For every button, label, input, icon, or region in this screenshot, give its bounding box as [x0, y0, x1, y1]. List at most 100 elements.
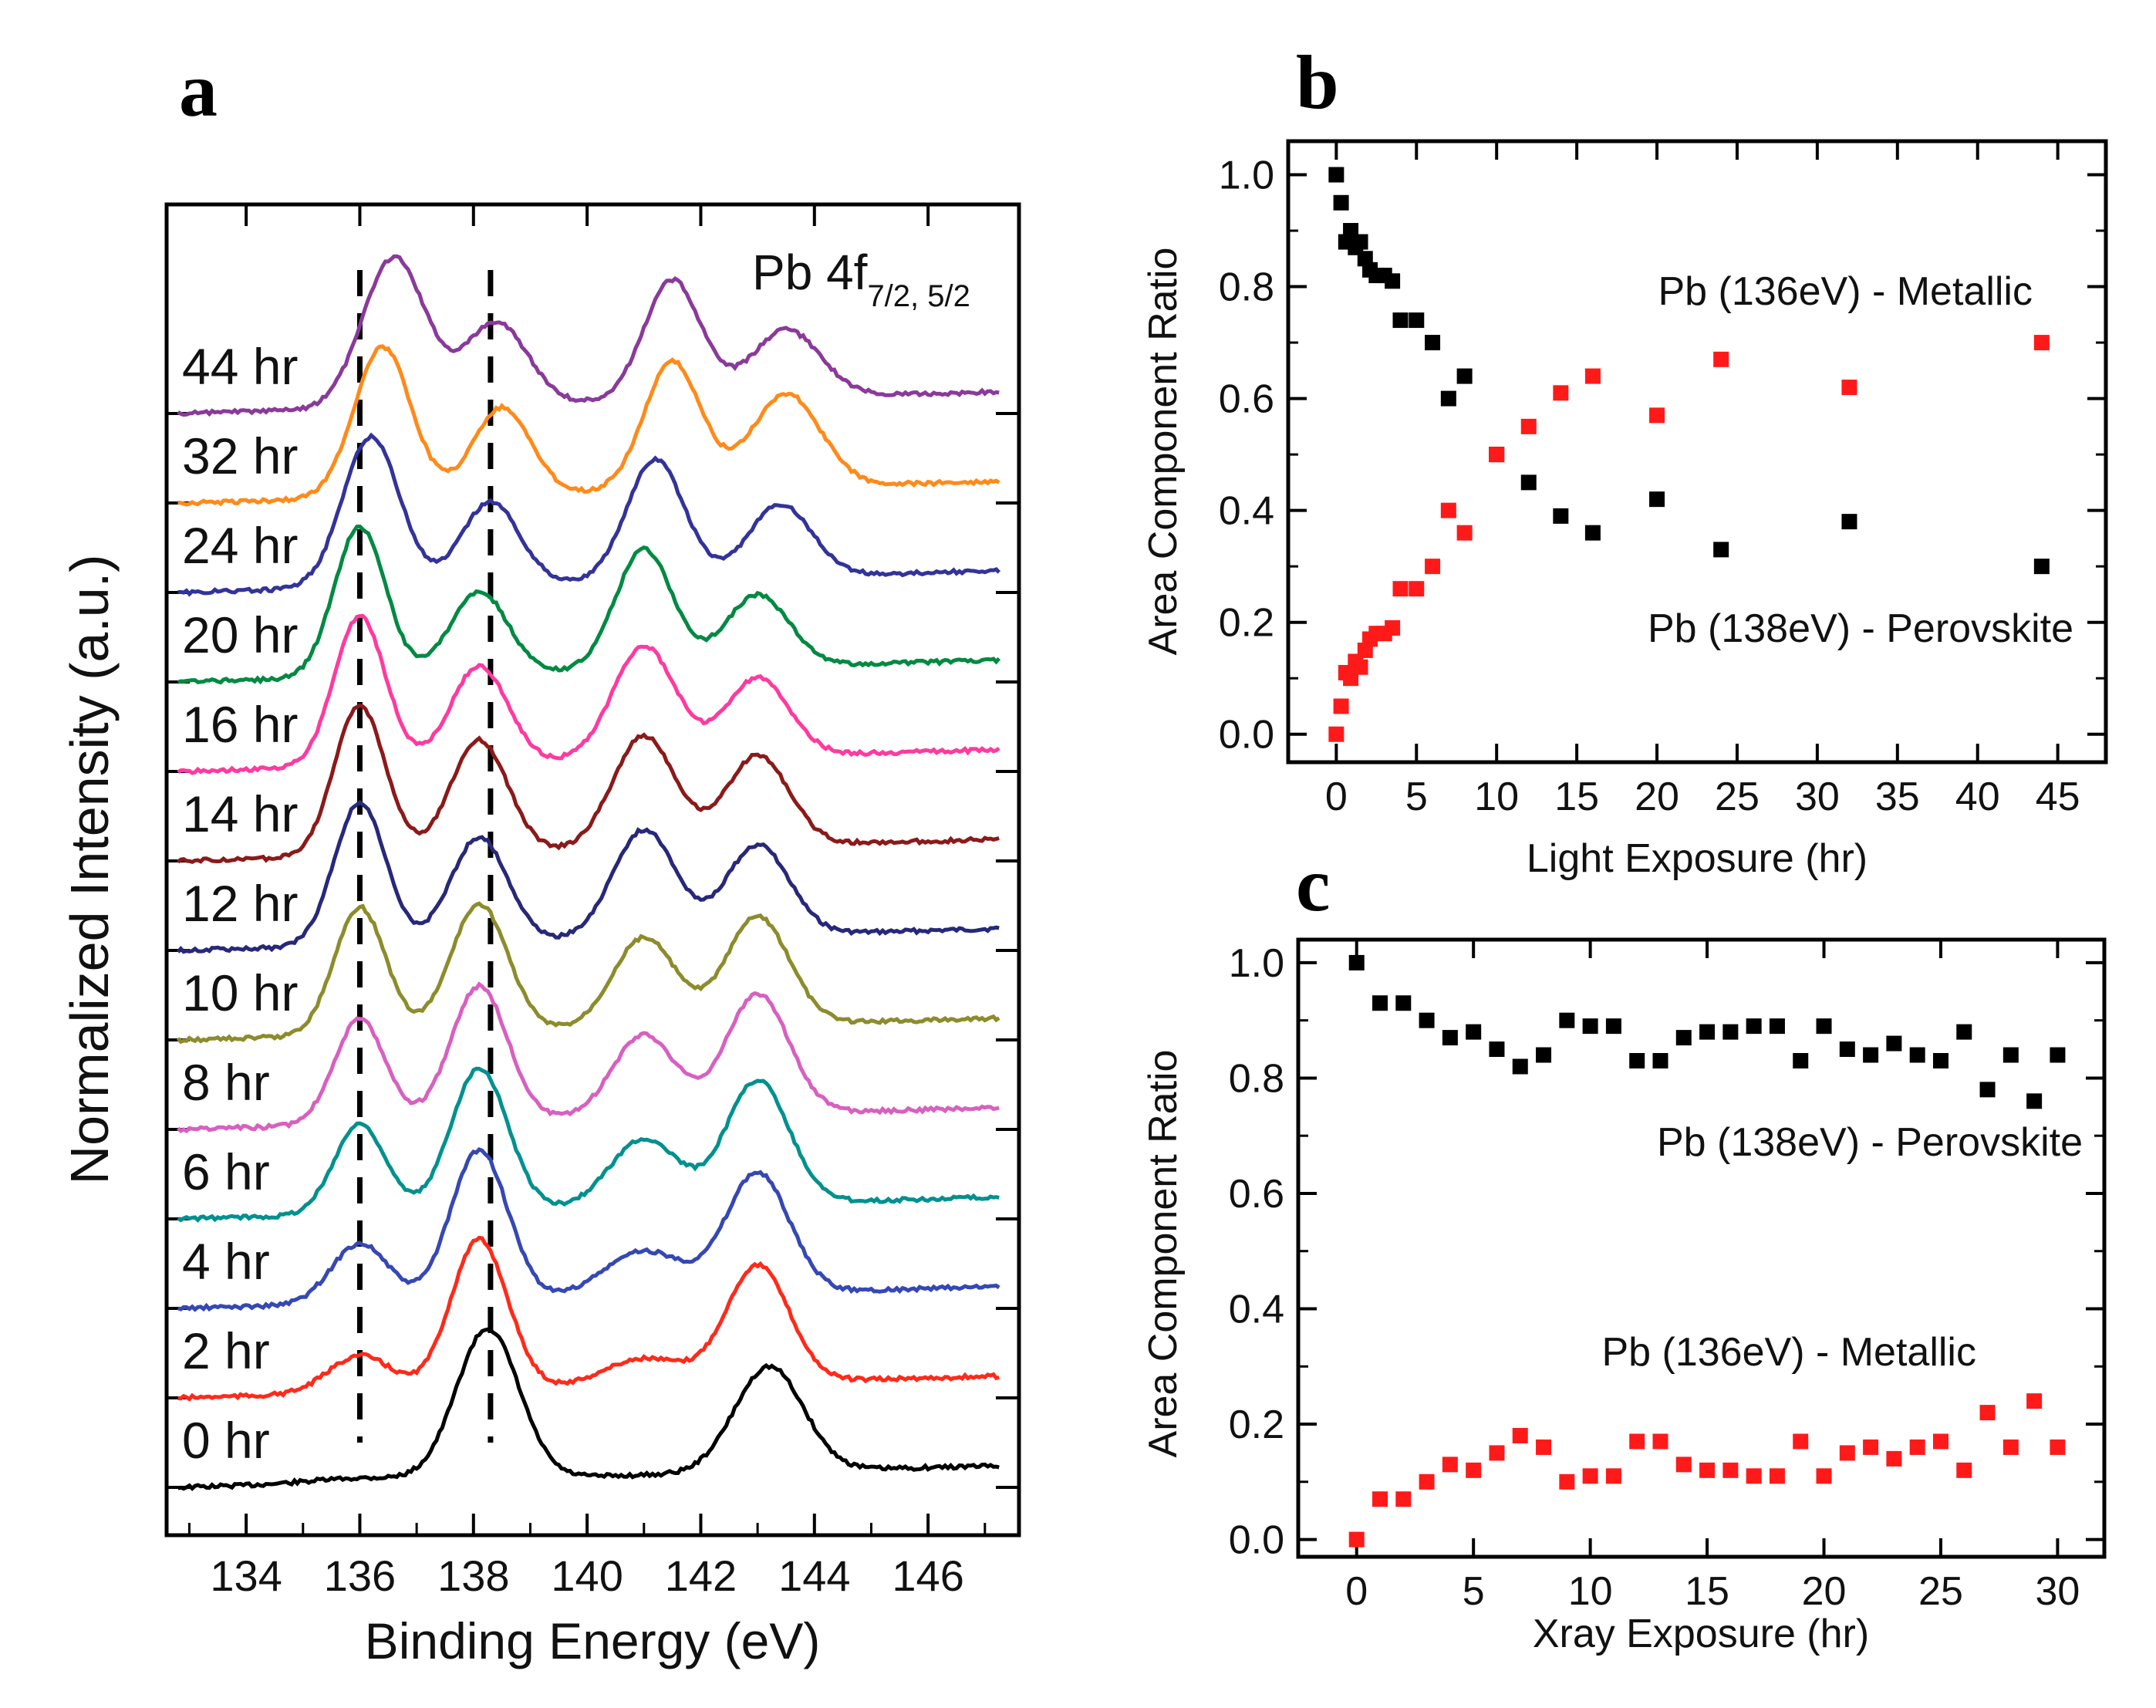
y-axis-label-b: Area Component Ratio: [1141, 248, 1186, 656]
spectrum-label: 12 hr: [182, 875, 298, 932]
spectrum-label: 8 hr: [182, 1054, 270, 1111]
spectra-title: Pb 4f7/2, 5/2: [752, 245, 970, 313]
x-tick-label: 30: [2035, 1569, 2080, 1614]
x-axis-label-b: Light Exposure (hr): [1527, 836, 1868, 881]
data-point: [1605, 1468, 1621, 1484]
spectrum-label: 14 hr: [182, 785, 298, 842]
data-point: [1909, 1047, 1925, 1063]
data-point: [1863, 1047, 1879, 1063]
spectrum-label: 10 hr: [182, 964, 298, 1021]
data-point: [1425, 559, 1441, 575]
data-point: [1456, 525, 1473, 541]
panel-a-xps-spectra: 134 136 138 140 142 144 146 0 hr 2 hr 4 hr 6 hr 8 …: [59, 202, 1021, 1669]
data-point: [1559, 1473, 1575, 1490]
spectrum-line: [177, 613, 1000, 775]
spectrum-label: 20 hr: [182, 606, 298, 663]
spectrum-line: [177, 1147, 1000, 1312]
data-point: [1409, 581, 1425, 597]
data-point: [1769, 1468, 1785, 1484]
spectrum-label: 6 hr: [182, 1143, 270, 1200]
data-point: [1348, 1531, 1365, 1548]
x-tick-label: 15: [1685, 1569, 1729, 1614]
data-point: [2002, 1047, 2019, 1063]
data-point: [2033, 335, 2050, 351]
y-tick-label: 0.0: [1229, 1518, 1284, 1563]
data-point: [1584, 525, 1601, 541]
data-point: [1333, 698, 1349, 714]
data-point: [1395, 1491, 1412, 1507]
data-point: [1713, 351, 1729, 367]
y-tick-label: 0.8: [1219, 265, 1274, 310]
x-tick-label: 10: [1568, 1569, 1613, 1614]
x-tick-label: 25: [1918, 1569, 1963, 1614]
data-point: [1440, 502, 1456, 518]
x-tick-label-a: 134: [210, 1551, 282, 1600]
data-point: [1746, 1018, 1762, 1035]
annotation-metallic-c: Pb (136eV) - Metallic: [1601, 1330, 1976, 1375]
data-point: [1385, 273, 1401, 289]
data-point: [1979, 1405, 1996, 1421]
data-point: [1956, 1024, 1972, 1040]
data-point: [1629, 1433, 1645, 1450]
y-tick-label: 0.4: [1229, 1288, 1284, 1332]
spectrum-label: 0 hr: [182, 1412, 270, 1469]
x-tick-label: 0: [1325, 775, 1348, 819]
x-tick-label: 20: [1802, 1569, 1847, 1614]
data-point: [2050, 1439, 2066, 1455]
x-tick-label: 5: [1463, 1569, 1485, 1614]
data-point: [2050, 1047, 2066, 1063]
y-tick-label: 0.2: [1219, 601, 1274, 646]
data-point: [2026, 1093, 2043, 1109]
data-point: [1442, 1457, 1458, 1473]
panel-c-xray-exposure: 0 5 10 15 20 25 30 0.0 0.2 0.4 0.6 0.8 1.0 Pb (138eV…: [1141, 937, 2107, 1656]
data-point: [1372, 1491, 1388, 1507]
data-point: [2033, 559, 2050, 575]
data-point: [2002, 1439, 2019, 1455]
data-point: [1793, 1433, 1809, 1450]
data-point: [1409, 312, 1425, 329]
data-point: [1489, 1041, 1505, 1058]
panel-label-a: a: [179, 47, 218, 133]
spectrum-label: 32 hr: [182, 427, 298, 484]
data-point: [1536, 1439, 1552, 1455]
x-tick-label-a: 142: [665, 1551, 737, 1600]
panel-label-c: c: [1296, 842, 1330, 927]
data-point: [1652, 1433, 1668, 1450]
data-point: [1348, 954, 1365, 970]
data-point: [1553, 508, 1569, 524]
x-tick-label: 20: [1635, 775, 1679, 819]
data-point: [1559, 1012, 1575, 1028]
data-point: [1584, 368, 1601, 384]
data-point: [1512, 1427, 1528, 1443]
data-point: [1352, 234, 1368, 250]
annotation-perovskite-c: Pb (138eV) - Perovskite: [1657, 1120, 2083, 1165]
spectra-title-subscript: 7/2, 5/2: [867, 279, 970, 313]
x-tick-label: 15: [1554, 775, 1599, 819]
spectrum-label: 44 hr: [182, 338, 298, 395]
y-tick-label: 0.0: [1219, 713, 1274, 758]
data-point: [1466, 1024, 1482, 1040]
spectrum-label: 2 hr: [182, 1322, 270, 1379]
data-point: [1675, 1030, 1692, 1046]
x-tick-label: 35: [1875, 775, 1920, 819]
x-tick-label: 10: [1474, 775, 1519, 819]
data-point: [1395, 995, 1412, 1011]
spectrum-label: 24 hr: [182, 517, 298, 574]
data-point: [1839, 1445, 1855, 1461]
spectrum-line: [177, 703, 1000, 864]
data-point: [1746, 1468, 1762, 1484]
x-tick-label: 25: [1715, 775, 1760, 819]
data-point: [1442, 1030, 1458, 1046]
data-point: [1909, 1439, 1925, 1455]
y-tick-label: 1.0: [1229, 941, 1284, 986]
data-point: [1456, 368, 1473, 384]
x-tick-label-a: 136: [324, 1551, 396, 1600]
data-point: [1333, 194, 1349, 211]
spectrum-line: [177, 524, 1001, 685]
annotation-perovskite-b: Pb (138eV) - Perovskite: [1648, 606, 2073, 651]
x-tick-label: 5: [1405, 775, 1428, 819]
panel-b-light-exposure: 0 5 10 15 20 25 30 35 40 45 0.0 0.2 0.4 0.6 0.8 1.0 Pb …: [1141, 139, 2108, 881]
y-tick-label: 0.2: [1229, 1403, 1284, 1447]
spectrum-label: 16 hr: [182, 696, 298, 753]
data-point: [1816, 1468, 1832, 1484]
